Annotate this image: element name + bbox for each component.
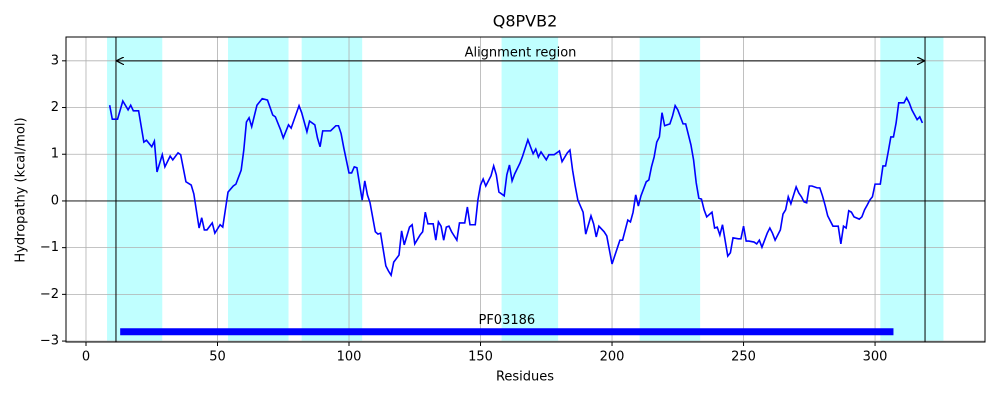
x-tick-label: 100	[337, 350, 362, 365]
x-tick-label: 300	[863, 350, 888, 365]
domain-label: PF03186	[478, 313, 535, 328]
region-span	[107, 37, 163, 342]
y-tick-label: 2	[51, 100, 59, 115]
x-tick-label: 0	[82, 350, 90, 365]
region-span	[228, 37, 289, 342]
y-tick-label: −3	[40, 334, 59, 349]
hydropathy-line	[108, 95, 924, 278]
y-axis-label: Hydropathy (kcal/mol)	[14, 117, 29, 262]
y-tick-label: −1	[40, 240, 59, 255]
y-tick-label: 3	[51, 53, 59, 68]
y-tick-label: 0	[51, 193, 59, 208]
plot-frame	[65, 36, 986, 343]
x-tick-label: 250	[731, 350, 756, 365]
x-tick-label: 50	[209, 350, 226, 365]
region-span	[639, 37, 701, 342]
x-tick-label: 150	[468, 350, 493, 365]
region-span	[880, 37, 944, 342]
x-tick-label: 200	[600, 350, 625, 365]
y-tick-label: −2	[40, 287, 59, 302]
region-span	[301, 37, 363, 342]
y-tick-label: 1	[51, 147, 59, 162]
x-axis-label: Residues	[496, 370, 554, 385]
region-span	[501, 37, 559, 342]
alignment-label: Alignment region	[465, 45, 577, 60]
chart-title: Q8PVB2	[493, 12, 558, 31]
